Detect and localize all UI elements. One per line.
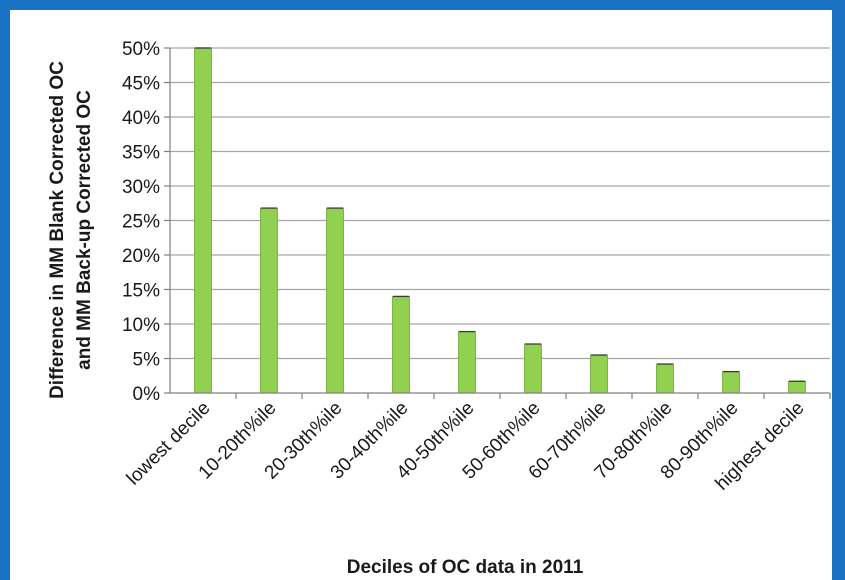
y-tick-label: 30%: [122, 177, 160, 198]
y-tick-label: 0%: [133, 384, 161, 405]
y-axis-title-line2: and MM Back-up Corrected OC: [74, 90, 95, 370]
y-tick-label: 40%: [122, 108, 160, 129]
bar: [722, 371, 740, 394]
bars: [194, 47, 806, 394]
y-tick-label: 45%: [122, 74, 160, 95]
y-tick-label: 50%: [122, 39, 160, 60]
gridlines: [170, 47, 830, 360]
y-tick-label: 35%: [122, 143, 160, 164]
x-axis-title: Deciles of OC data in 2011: [347, 557, 584, 578]
bar: [260, 207, 278, 394]
bar: [194, 47, 212, 394]
axes: [164, 47, 831, 399]
bar: [590, 354, 608, 394]
bar: [656, 363, 674, 394]
top-border: [0, 0, 845, 12]
y-tick-label: 10%: [122, 315, 160, 336]
bar: [458, 331, 476, 394]
y-axis-title-line1: Difference in MM Blank Corrected OC: [47, 61, 68, 399]
bar: [524, 343, 542, 394]
bar: [788, 380, 806, 394]
y-tick-label: 5%: [133, 350, 161, 371]
y-tick-label: 20%: [122, 246, 160, 267]
bar-chart: 0% 5% 10% 15% 20% 25% 30% 35% 40% 45% 50% lowest d…: [47, 39, 831, 578]
y-tick-label: 15%: [122, 281, 160, 302]
bar: [326, 207, 344, 394]
chart-frame: 0% 5% 10% 15% 20% 25% 30% 35% 40% 45% 50% lowest d…: [10, 10, 832, 580]
y-tick-labels: 0% 5% 10% 15% 20% 25% 30% 35% 40% 45% 50%: [122, 39, 160, 405]
bar: [392, 295, 410, 394]
y-tick-label: 25%: [122, 212, 160, 233]
x-tick-labels: lowest decile10-20th%ile20-30th%ile30-40…: [123, 398, 809, 495]
